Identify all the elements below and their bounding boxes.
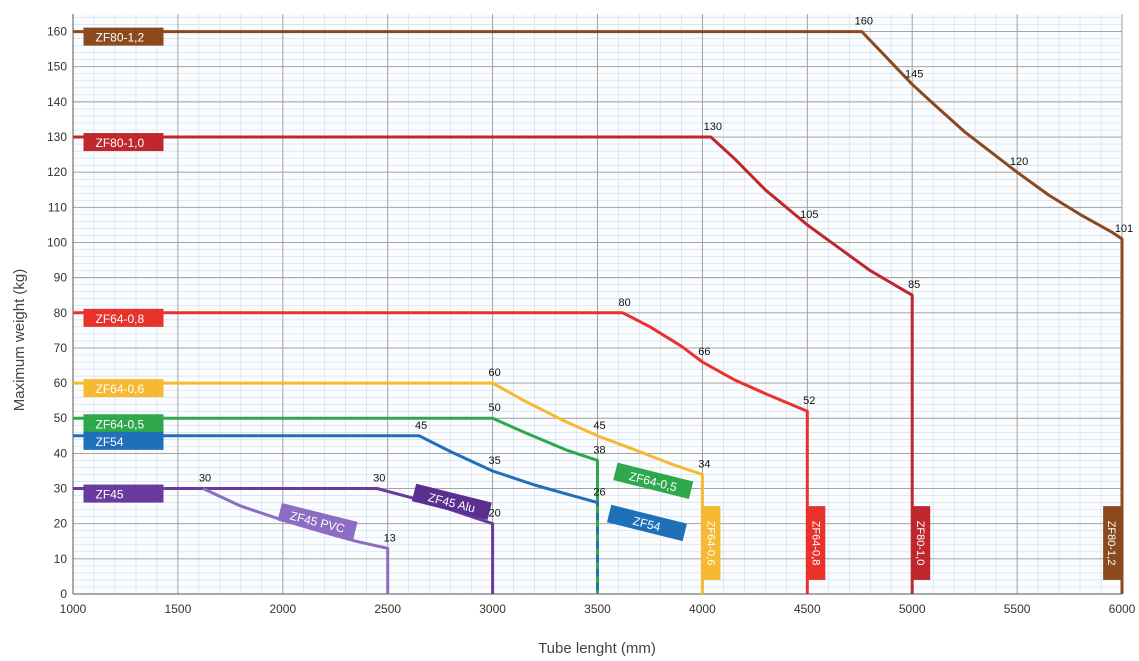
series-tag-box	[83, 414, 164, 433]
y-tick-label: 150	[47, 60, 67, 74]
series-vtag-box	[807, 506, 826, 580]
series-vtag-label: ZF64-0,8	[809, 521, 821, 566]
value-label: 60	[488, 367, 500, 379]
y-tick-label: 90	[54, 271, 68, 285]
annotation-box	[411, 483, 492, 521]
y-tick-label: 130	[47, 130, 67, 144]
series-tag-box	[83, 133, 164, 152]
series-vtag-label: ZF80-1,2	[1105, 521, 1117, 566]
series-tags: ZF80-1,2 ZF80-1,0 ZF64-0,8 ZF64-0,6 ZF64-0,5…	[83, 27, 1122, 580]
value-label: 35	[488, 455, 500, 467]
series-tag-label: ZF64-0,6	[95, 382, 144, 396]
series-vtag-box	[912, 506, 931, 580]
value-label: 160	[855, 16, 873, 28]
value-label: 20	[488, 508, 500, 520]
value-label: 120	[1010, 156, 1028, 168]
y-tick-label: 0	[60, 587, 67, 601]
series-layer	[73, 30, 1124, 594]
value-label: 34	[698, 458, 710, 470]
annotation-label: ZF54	[631, 514, 662, 534]
x-tick-label: 1000	[60, 602, 87, 616]
series-vtag-box	[702, 506, 721, 580]
y-tick-label: 10	[54, 552, 68, 566]
series-tag-label: ZF45	[95, 488, 123, 502]
series-line	[73, 434, 599, 594]
series-tag-label: ZF64-0,5	[95, 417, 144, 431]
series-tag-label: ZF80-1,2	[95, 31, 144, 45]
series-tag-box	[83, 27, 164, 46]
y-axis-title: Maximum weight (kg)	[11, 269, 28, 412]
value-labels: 160 145 120 101 130 105 85 80 66 52 60 45 34 50 38 45 35…	[199, 16, 1133, 545]
y-tick-label: 60	[54, 376, 68, 390]
value-label: 105	[800, 209, 818, 221]
value-label: 30	[199, 473, 211, 485]
series-tag-box	[83, 431, 164, 450]
value-label: 85	[908, 279, 920, 291]
x-tick-label: 5500	[1004, 602, 1031, 616]
value-label: 50	[488, 402, 500, 414]
series-vtag-label: ZF80-1,0	[914, 521, 926, 566]
series-vtag-box	[1103, 506, 1122, 580]
value-label: 52	[803, 395, 815, 407]
value-label: 13	[384, 532, 396, 544]
series-tag-label: ZF64-0,8	[95, 312, 144, 326]
x-tick-label: 3000	[479, 602, 506, 616]
axes: 1000 1500 2000 2500 3000 3500 4000 4500 5000 5500…	[47, 14, 1136, 616]
annotation-box	[606, 504, 687, 542]
value-label: 45	[415, 420, 427, 432]
series-line	[73, 30, 1124, 594]
series-tag-box	[83, 379, 164, 398]
y-tick-label: 110	[48, 200, 67, 214]
x-tick-label: 4000	[689, 602, 716, 616]
series-tag-label: ZF80-1,0	[95, 136, 144, 150]
y-tick-label: 160	[47, 25, 67, 39]
value-label: 45	[593, 420, 605, 432]
x-tick-label: 1500	[165, 602, 192, 616]
value-label: 101	[1115, 223, 1133, 235]
annotation-tag: ZF54	[606, 504, 687, 542]
x-tick-label: 5000	[899, 602, 926, 616]
series-line	[73, 311, 809, 594]
value-label: 130	[704, 121, 722, 133]
y-tick-label: 20	[54, 517, 68, 531]
value-label: 30	[373, 473, 385, 485]
value-label: 26	[593, 487, 605, 499]
series-tag-box	[83, 308, 164, 327]
x-tick-label: 6000	[1109, 602, 1136, 616]
series-tag-label: ZF54	[95, 435, 123, 449]
annotation-box	[277, 503, 358, 540]
series-line	[202, 487, 390, 594]
series-tag-box	[83, 484, 164, 503]
y-tick-label: 140	[47, 95, 67, 109]
y-tick-label: 30	[54, 482, 68, 496]
y-tick-label: 80	[54, 306, 68, 320]
x-tick-label: 2500	[374, 602, 401, 616]
annotation-box	[613, 462, 694, 499]
series-vtag-label: ZF64-0,6	[704, 521, 716, 566]
series-line	[73, 381, 704, 594]
x-axis-title: Tube lenght (mm)	[538, 640, 656, 657]
value-label: 38	[593, 444, 605, 456]
x-tick-label: 3500	[584, 602, 611, 616]
y-tick-label: 70	[54, 341, 68, 355]
series-line	[73, 135, 914, 594]
y-tick-label: 50	[54, 411, 68, 425]
value-label: 80	[619, 297, 631, 309]
series-line	[73, 416, 599, 594]
y-tick-label: 120	[47, 165, 67, 179]
x-tick-label: 2000	[269, 602, 296, 616]
x-tick-label: 4500	[794, 602, 821, 616]
value-label: 145	[905, 68, 923, 80]
y-tick-label: 100	[47, 235, 67, 249]
y-tick-label: 40	[54, 446, 68, 460]
value-label: 66	[698, 346, 710, 358]
